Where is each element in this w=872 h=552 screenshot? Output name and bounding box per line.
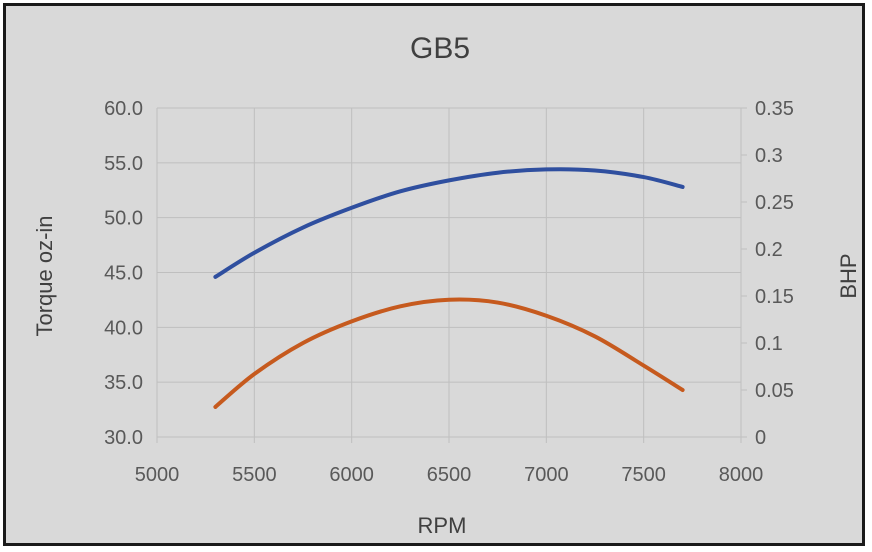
y-tick-label: 50.0 bbox=[104, 208, 143, 230]
y2-tick-label: 0.1 bbox=[755, 333, 783, 355]
y2-tick-label: 0.05 bbox=[755, 380, 794, 402]
y2-tick-label: 0.3 bbox=[755, 145, 783, 167]
y-tick-label: 60.0 bbox=[104, 98, 143, 120]
y2-tick-label: 0.35 bbox=[755, 98, 794, 120]
y-axis-title: Torque oz-in bbox=[32, 215, 57, 336]
grid bbox=[156, 107, 742, 438]
y2-tick-label: 0.25 bbox=[755, 192, 794, 214]
y2-tick-label: 0.2 bbox=[755, 239, 783, 261]
y2-tick-label: 0.15 bbox=[755, 286, 794, 308]
chart: GB5 5000 5500 6000 6500 7000 7500 8000 30.0 35.0… bbox=[32, 32, 861, 538]
tick-labels: 5000 5500 6000 6500 7000 7500 8000 30.0 35.0 40.0… bbox=[104, 98, 794, 486]
x-axis-title: RPM bbox=[418, 513, 467, 538]
y-tick-label: 30.0 bbox=[104, 427, 143, 449]
x-tick-label: 5500 bbox=[232, 464, 277, 486]
x-tick-label: 6000 bbox=[329, 464, 374, 486]
y-tick-label: 40.0 bbox=[104, 317, 143, 339]
y-tick-label: 35.0 bbox=[104, 372, 143, 394]
torque-series-line bbox=[213, 167, 685, 279]
bhp-series-line bbox=[213, 297, 685, 409]
y2-axis-title: BHP bbox=[836, 253, 861, 298]
series-lines bbox=[213, 167, 685, 409]
x-tick-label: 7500 bbox=[621, 464, 666, 486]
y-tick-label: 45.0 bbox=[104, 263, 143, 285]
axes bbox=[156, 107, 747, 443]
x-tick-label: 5000 bbox=[135, 464, 180, 486]
x-tick-label: 7000 bbox=[524, 464, 569, 486]
y-tick-label: 55.0 bbox=[104, 153, 143, 175]
x-tick-label: 8000 bbox=[719, 464, 764, 486]
chart-frame: GB5 5000 5500 6000 6500 7000 7500 8000 30.0 35.0… bbox=[3, 3, 865, 546]
x-tick-label: 6500 bbox=[427, 464, 472, 486]
chart-title: GB5 bbox=[410, 32, 470, 65]
y2-tick-label: 0 bbox=[755, 427, 766, 449]
